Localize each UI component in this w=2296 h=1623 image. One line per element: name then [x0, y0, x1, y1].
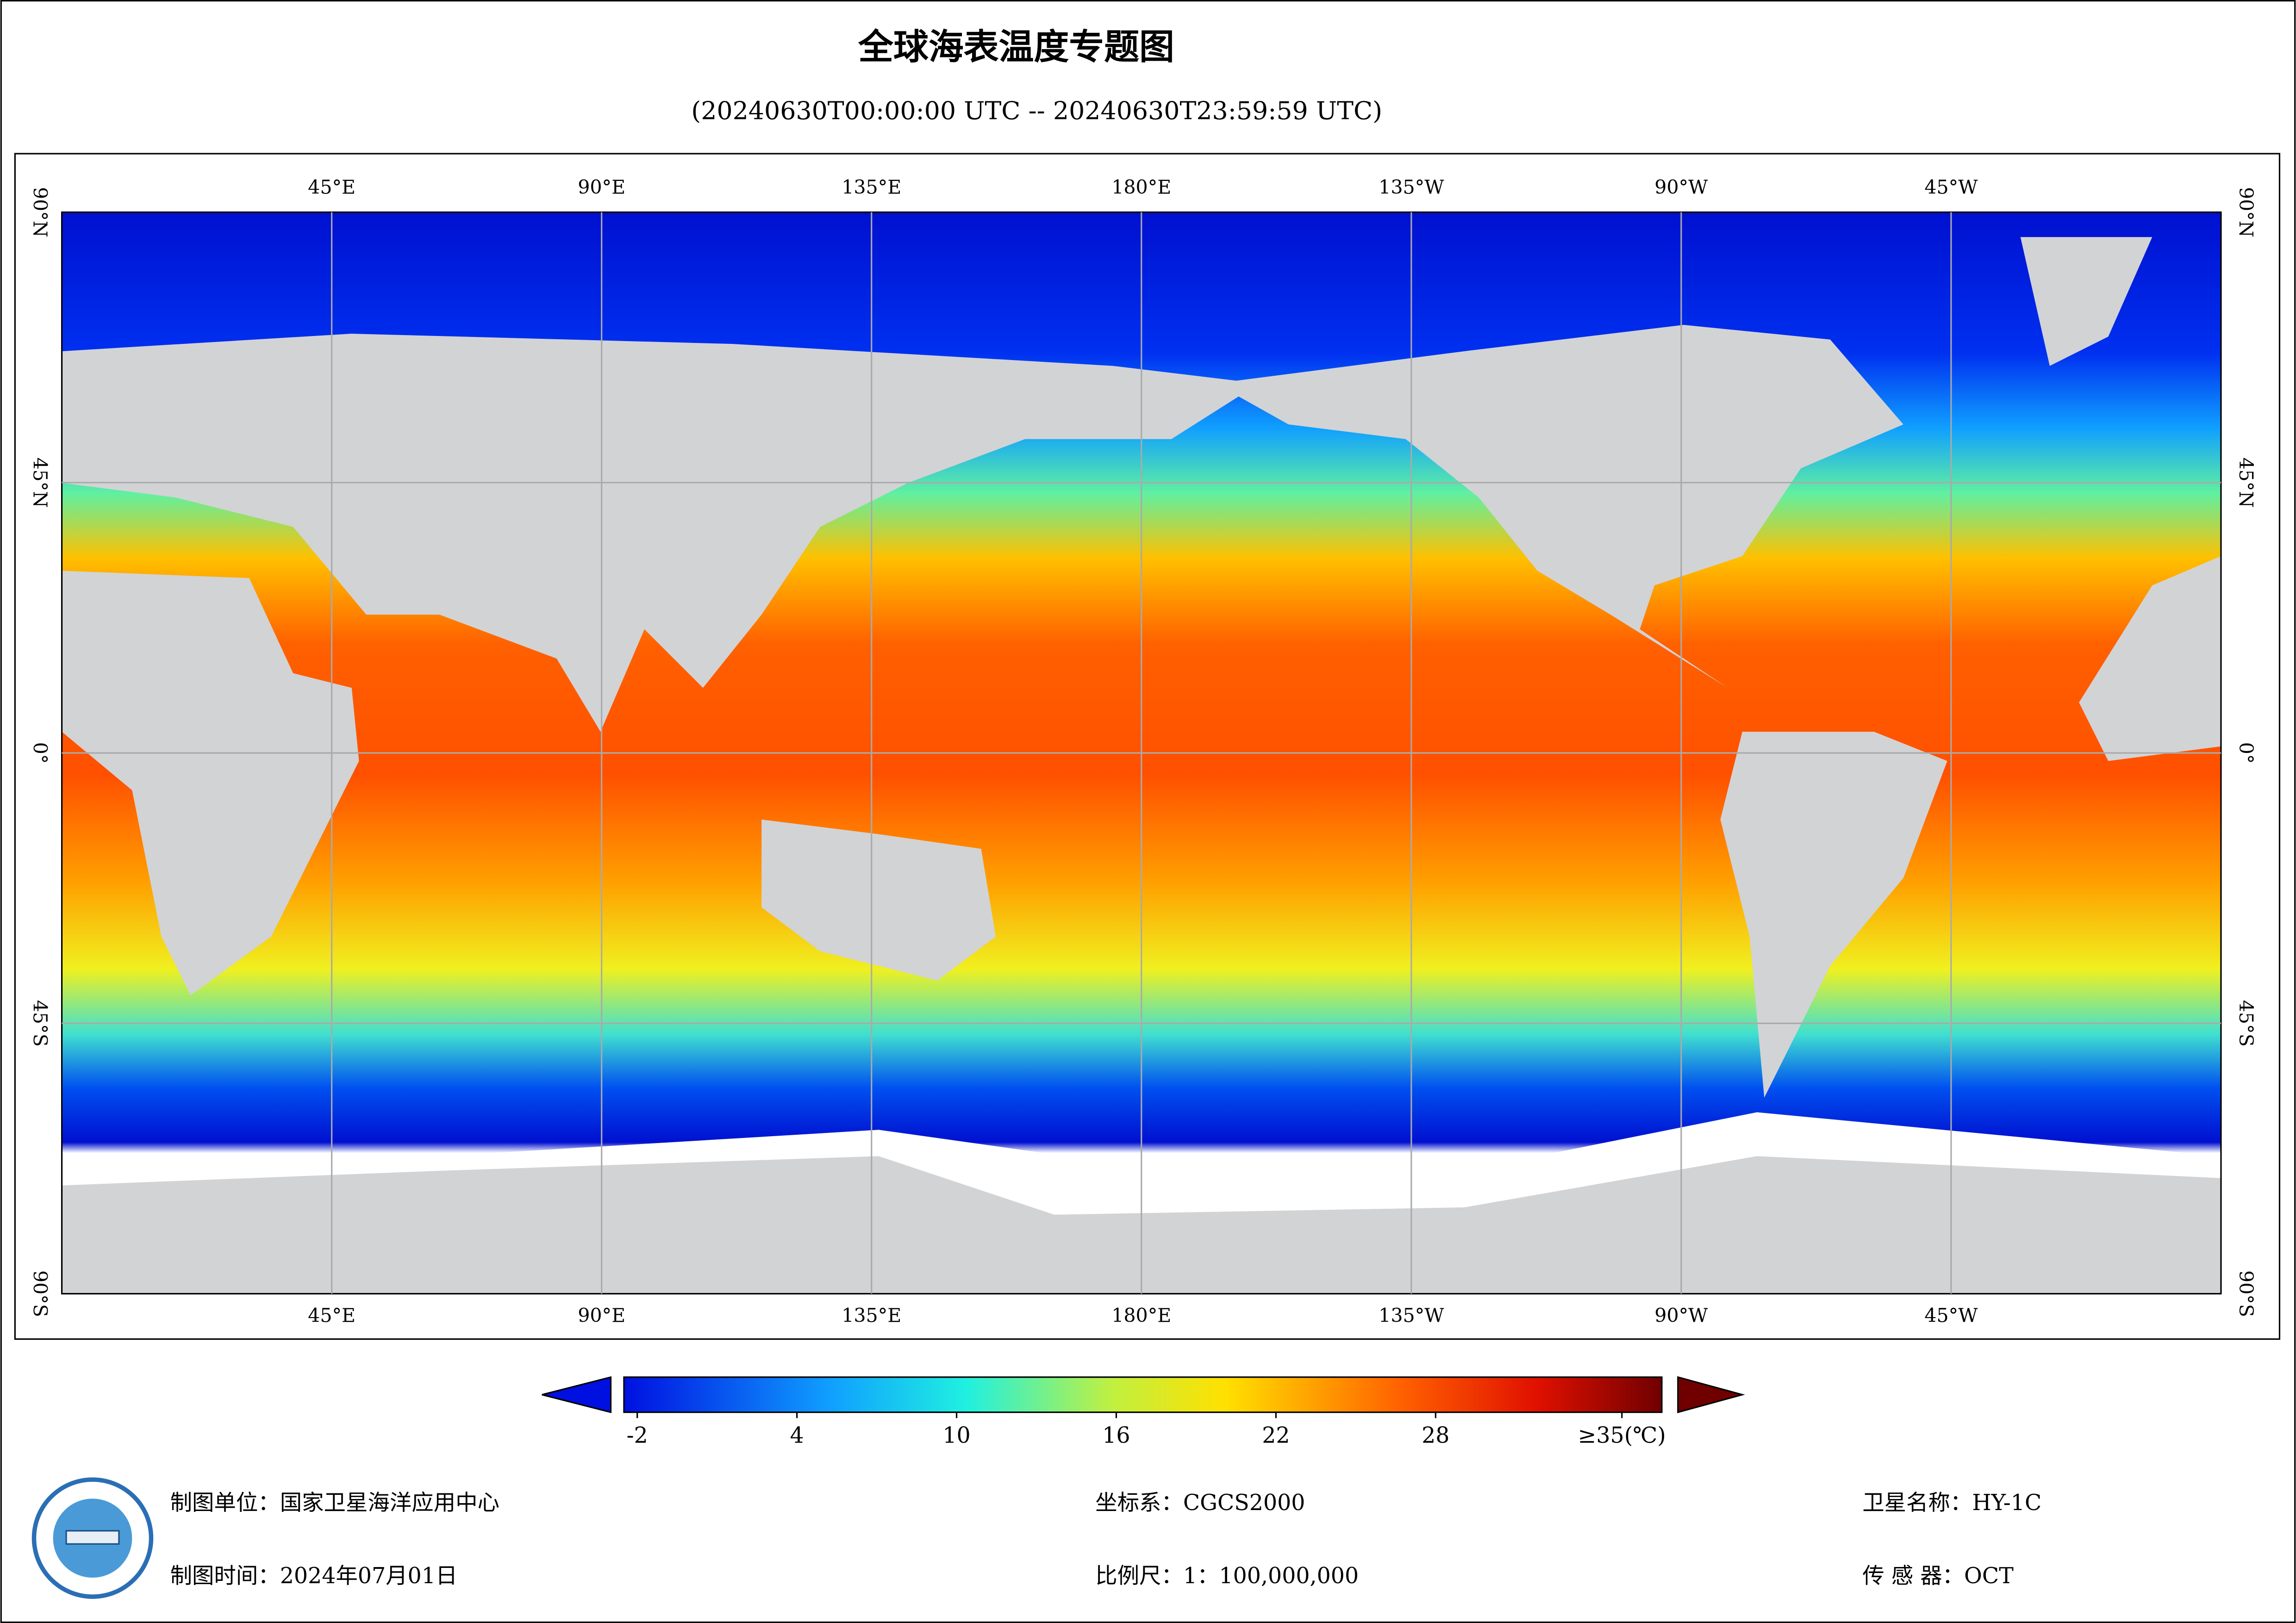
lat-label: 0°: [2235, 742, 2257, 764]
colorbar-label: 22: [1262, 1423, 1290, 1448]
lat-label: 45°S: [2235, 1000, 2257, 1047]
lat-label: 0°: [29, 742, 51, 764]
map-frame: [14, 153, 2281, 1340]
colorbar-label: ≥35(℃): [1578, 1423, 1666, 1448]
lon-label: 135°E: [842, 176, 901, 198]
lat-label: 45°N: [29, 457, 51, 508]
colorbar-label: 28: [1422, 1423, 1449, 1448]
lat-label: 90°S: [29, 1270, 51, 1317]
lon-label: 45°W: [1924, 1305, 1978, 1327]
info-label: 制图时间：: [170, 1563, 280, 1589]
lat-label: 90°N: [29, 187, 51, 237]
lon-label: 45°W: [1924, 176, 1978, 198]
lat-label: 45°S: [29, 1000, 51, 1047]
logo: [31, 1477, 154, 1599]
colorbar-high-arrow: [1677, 1376, 1745, 1413]
info-value: OCT: [1964, 1563, 2014, 1589]
colorbar-label: 16: [1102, 1423, 1130, 1448]
info-value: 1：100,000,000: [1183, 1563, 1359, 1589]
lon-label: 135°W: [1379, 176, 1444, 198]
lon-label: 90°E: [578, 1305, 625, 1327]
title: 全球海表温度专题图: [858, 26, 1174, 68]
info-label: 比例尺：: [1095, 1563, 1183, 1589]
lon-label: 135°E: [842, 1305, 901, 1327]
lon-label: 45°E: [308, 1305, 356, 1327]
land: [62, 237, 2221, 1098]
info-value: 2024年07月01日: [280, 1563, 458, 1589]
lon-label: 90°E: [578, 176, 625, 198]
info-value: CGCS2000: [1183, 1490, 1305, 1516]
lon-label: 135°W: [1379, 1305, 1444, 1327]
colorbar-label: 10: [942, 1423, 970, 1448]
lon-label: 180°E: [1111, 1305, 1171, 1327]
colorbar-label: 4: [790, 1423, 804, 1448]
colorbar: [623, 1376, 1663, 1413]
info-label: 卫星名称：: [1862, 1490, 1972, 1516]
lon-label: 90°W: [1654, 176, 1708, 198]
lon-label: 90°W: [1654, 1305, 1708, 1327]
lon-label: 45°E: [308, 176, 356, 198]
info-value: 国家卫星海洋应用中心: [280, 1490, 499, 1516]
lat-label: 90°S: [2235, 1270, 2257, 1317]
subtitle: (20240630T00:00:00 UTC -- 20240630T23:59…: [691, 96, 1382, 125]
colorbar-label: -2: [627, 1423, 648, 1448]
info-value: HY-1C: [1972, 1490, 2041, 1516]
lon-label: 180°E: [1111, 176, 1171, 198]
lat-label: 90°N: [2235, 187, 2257, 237]
colorbar-low-arrow: [542, 1376, 612, 1413]
info-label: 坐标系：: [1095, 1490, 1183, 1516]
info-label: 制图单位：: [170, 1490, 280, 1516]
lat-label: 45°N: [2235, 457, 2257, 508]
info-label: 传 感 器：: [1862, 1563, 1964, 1589]
